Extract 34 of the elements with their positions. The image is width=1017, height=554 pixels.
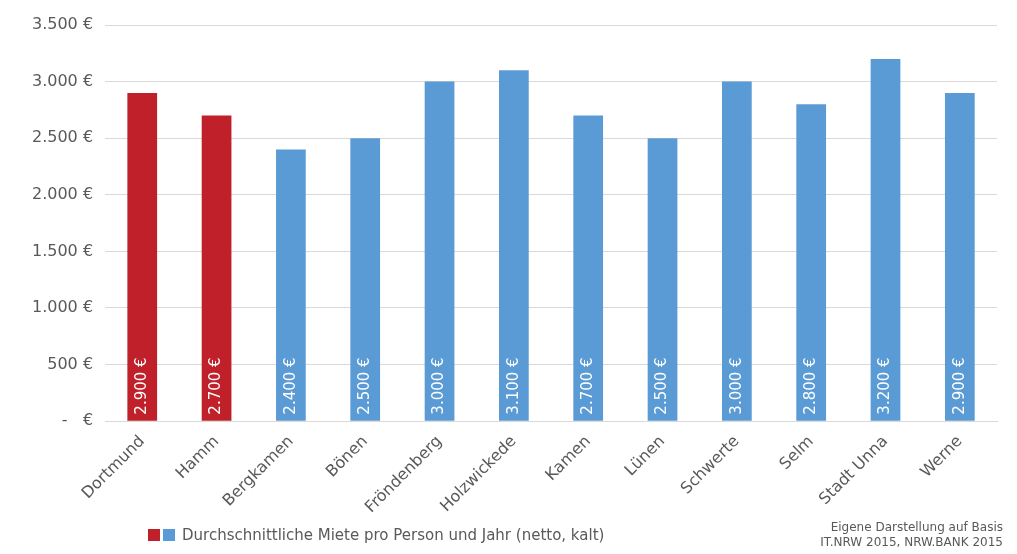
bar — [721, 81, 752, 421]
data-label: 2.900 € — [949, 357, 968, 415]
data-label: 2.500 € — [355, 357, 374, 415]
y-tick-label: 3.000 € — [31, 70, 94, 90]
y-tick-label: 2.000 € — [31, 183, 94, 203]
y-tick-label: 2.500 € — [31, 127, 94, 147]
bar — [573, 115, 604, 421]
data-label: 2.700 € — [206, 357, 225, 415]
bar — [499, 70, 529, 421]
data-label: 2.900 € — [132, 357, 151, 415]
bar — [127, 92, 158, 421]
data-label: 3.200 € — [875, 357, 894, 415]
bar — [201, 115, 232, 421]
bar — [276, 149, 306, 421]
bar — [870, 58, 901, 421]
bar — [647, 138, 678, 421]
bar — [796, 104, 827, 421]
bar — [350, 138, 381, 421]
y-tick-label: 1.000 € — [31, 297, 94, 317]
data-label: 3.000 € — [429, 357, 448, 415]
legend-label: Durchschnittliche Miete pro Person und Jahr (netto, kalt) — [182, 526, 605, 544]
bar — [944, 92, 975, 421]
y-tick-label: 3.500 € — [31, 14, 94, 34]
data-label: 2.400 € — [280, 357, 299, 415]
data-label: 2.500 € — [652, 357, 671, 415]
data-label: 2.700 € — [578, 357, 597, 415]
data-label: 3.000 € — [726, 357, 745, 415]
y-tick-label: - € — [61, 410, 94, 430]
text: Eigene Darstellung auf Basis IT.NRW 2015, NRW.BANK 2015 — [820, 520, 1003, 550]
y-tick-label: 1.500 € — [31, 240, 94, 260]
data-label: 2.800 € — [801, 357, 820, 415]
bar — [424, 81, 455, 421]
y-tick-label: 500 € — [47, 353, 94, 373]
data-label: 3.100 € — [503, 357, 522, 415]
